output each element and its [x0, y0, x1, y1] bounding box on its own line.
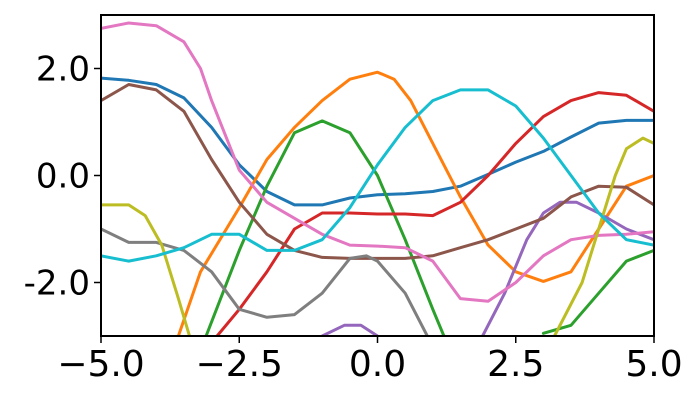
series-line-12 [553, 136, 654, 336]
series-line-11 [101, 203, 191, 336]
x-axis: −5.0 −2.5 0.0 2.5 5.0 [57, 336, 683, 385]
y-axis: -2.0 0.0 2.0 [24, 50, 101, 304]
series-line-13 [101, 88, 654, 263]
x-tick-label-2: −2.5 [196, 344, 283, 385]
series-line-1 [101, 76, 654, 207]
x-tick-label-3: 0.0 [349, 344, 406, 385]
y-tick-label-2: 0.0 [36, 157, 90, 197]
series-line-7 [481, 200, 654, 336]
x-tick-label-5: 5.0 [625, 344, 682, 385]
series-line-4 [541, 248, 654, 335]
series-layer [101, 21, 654, 336]
series-line-2 [176, 70, 654, 336]
x-tick-label-4: 2.5 [487, 344, 544, 385]
series-line-5 [215, 91, 654, 336]
y-tick-label-3: 2.0 [36, 50, 90, 90]
y-tick-label-1: -2.0 [24, 264, 90, 304]
series-line-8 [101, 83, 654, 260]
series-line-9 [101, 21, 654, 303]
series-line-6 [320, 323, 379, 336]
x-tick-label-1: −5.0 [57, 344, 144, 385]
